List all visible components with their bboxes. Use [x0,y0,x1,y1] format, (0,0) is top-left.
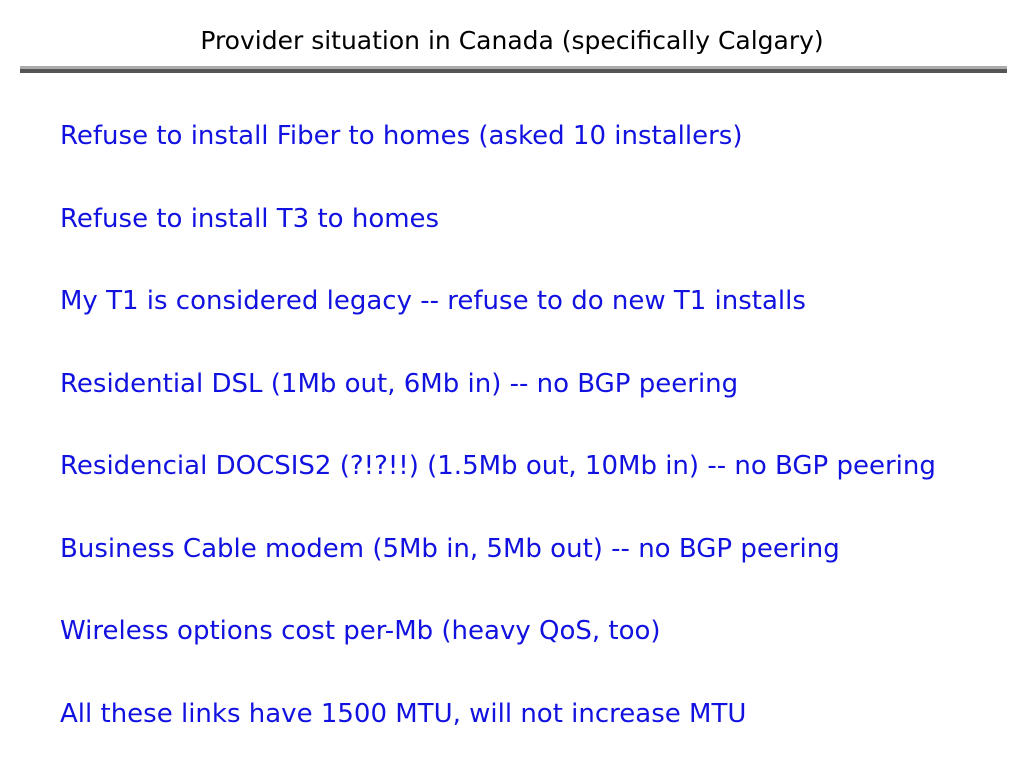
bullet-line: Refuse to install T3 to homes [60,204,440,234]
bullet-line: All these links have 1500 MTU, will not … [60,699,747,729]
bullet-line: Business Cable modem (5Mb in, 5Mb out) -… [60,534,840,564]
bullet-line: Refuse to install Fiber to homes (asked … [60,121,743,151]
bullet-line: My T1 is considered legacy -- refuse to … [60,286,806,316]
bullet-line: Residential DSL (1Mb out, 6Mb in) -- no … [60,369,739,399]
bullet-line: Residencial DOCSIS2 (?!?!!) (1.5Mb out, … [60,451,936,481]
slide-title: Provider situation in Canada (specifical… [200,26,824,55]
bullet-line: Wireless options cost per-Mb (heavy QoS,… [60,616,661,646]
divider-bottom-line [20,69,1007,73]
title-divider [20,66,1007,73]
divider-top-line [20,66,1007,69]
